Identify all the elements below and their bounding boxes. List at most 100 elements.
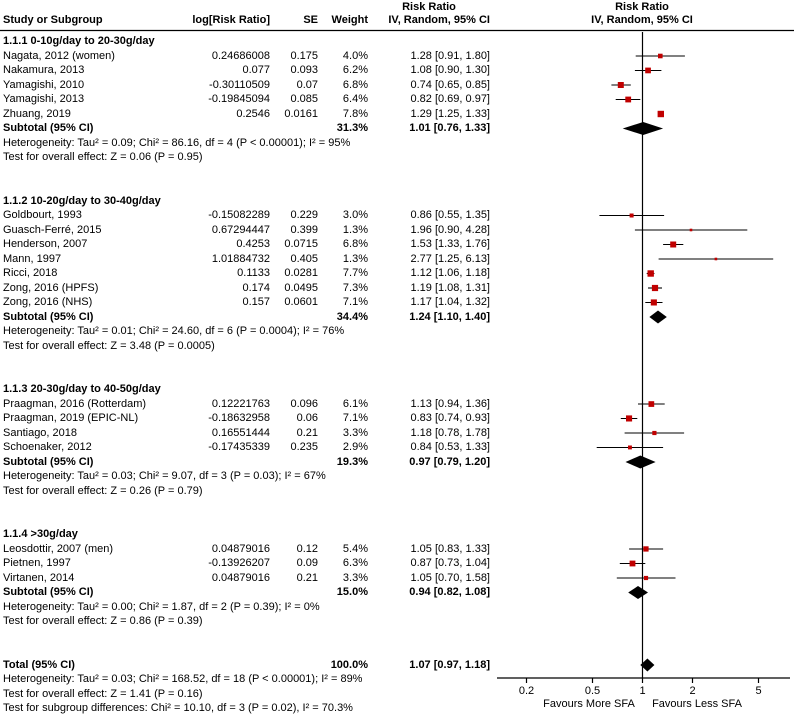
study-weight: 6.3% [342,557,368,569]
column-header-log-rr: log[Risk Ratio] [192,14,270,26]
study-log-rr: 0.077 [242,64,270,76]
total-overall-effect-note: Test for overall effect: Z = 1.41 (P = 0… [3,687,203,700]
subgroup-title: 1.1.2 10-20g/day to 30-40g/day [3,194,161,207]
study-se: 0.09 [296,557,318,569]
study-se: 0.0161 [284,107,318,120]
overall-effect-note: Test for overall effect: Z = 0.26 (P = 0… [3,484,203,497]
study-log-rr: 0.157 [242,296,270,308]
study-log-rr: 1.01884732 [211,252,270,265]
study-log-rr: -0.17435339 [208,441,270,453]
study-name: Pietnen, 1997 [3,557,71,569]
axis-tick-label: 2 [689,685,695,697]
study-ci: 1.29 [1.25, 1.33] [410,107,490,120]
overall-effect-note: Test for overall effect: Z = 0.06 (P = 0… [3,151,203,163]
study-log-rr: 0.04879016 [211,542,270,555]
effect-size-marker [643,546,649,552]
study-weight: 7.1% [342,412,368,424]
effect-size-marker [625,96,632,103]
study-se: 0.085 [290,93,318,105]
subtotal-label: Subtotal (95% CI) [3,122,94,134]
study-ci: 1.12 [1.06, 1.18] [410,267,490,279]
study-log-rr: 0.1133 [237,267,270,279]
plot-sub-header: IV, Random, 95% CI [591,14,693,26]
effect-size-marker [645,67,651,74]
study-se: 0.07 [296,78,318,91]
total-ci: 1.07 [0.97, 1.18] [409,658,490,671]
study-weight: 6.8% [342,238,368,250]
study-log-rr: -0.18632958 [208,412,270,424]
total-weight: 100.0% [330,658,368,671]
subtotal-ci: 1.01 [0.76, 1.33] [409,122,490,134]
study-name: Yamagishi, 2013 [3,93,85,105]
effect-size-marker [689,228,693,232]
axis-label-favours-left: Favours More SFA [543,698,635,710]
study-name: Yamagishi, 2010 [3,78,85,91]
subtotal-diamond [625,455,656,469]
study-ci: 0.86 [0.55, 1.35] [410,209,490,221]
study-se: 0.405 [290,252,318,265]
subtotal-ci: 1.24 [1.10, 1.40] [409,310,490,323]
heterogeneity-note: Heterogeneity: Tau² = 0.09; Chi² = 86.16… [3,136,351,149]
study-name: Praagman, 2016 (Rotterdam) [3,397,147,410]
study-weight: 6.2% [342,64,368,76]
study-log-rr: 0.04879016 [211,571,270,584]
study-ci: 0.82 [0.69, 0.97] [410,93,490,105]
subtotal-weight: 34.4% [336,310,368,323]
study-log-rr: -0.15082289 [208,209,270,221]
study-name: Praagman, 2019 (EPIC-NL) [3,412,139,424]
subtotal-label: Subtotal (95% CI) [3,310,94,323]
subtotal-label: Subtotal (95% CI) [3,455,94,468]
ci-column-top-header: Risk Ratio [402,1,456,13]
study-ci: 1.19 [1.08, 1.31] [410,281,490,294]
study-weight: 7.8% [342,107,368,120]
study-name: Nagata, 2012 (women) [3,49,115,62]
study-weight: 7.1% [342,296,368,308]
study-ci: 2.77 [1.25, 6.13] [410,252,490,265]
study-name: Mann, 1997 [3,252,62,265]
subgroup-title: 1.1.1 0-10g/day to 20-30g/day [3,35,155,47]
effect-size-marker [651,284,659,292]
effect-size-marker [629,213,634,218]
study-se: 0.06 [296,412,318,424]
study-name: Henderson, 2007 [3,238,88,250]
study-log-rr: 0.67294447 [211,223,270,236]
study-ci: 1.96 [0.90, 4.28] [410,223,490,236]
study-name: Virtanen, 2014 [3,571,75,584]
study-name: Guasch-Ferré, 2015 [3,223,102,236]
overall-effect-note: Test for overall effect: Z = 0.86 (P = 0… [3,615,203,627]
study-ci: 1.13 [0.94, 1.36] [410,397,490,410]
study-name: Schoenaker, 2012 [3,441,92,453]
study-name: Zhuang, 2019 [3,107,71,120]
column-header-se: SE [303,14,318,26]
study-se: 0.21 [296,571,318,584]
study-ci: 1.08 [0.90, 1.30] [410,64,490,76]
study-weight: 6.8% [342,78,368,91]
effect-size-marker [652,430,657,436]
study-weight: 3.0% [342,209,368,221]
study-weight: 1.3% [342,223,368,236]
axis-label-favours-right: Favours Less SFA [652,698,743,710]
study-name: Zong, 2016 (HPFS) [3,281,99,294]
study-se: 0.229 [290,209,318,221]
study-log-rr: -0.19845094 [208,93,270,105]
effect-size-marker [647,270,654,277]
total-heterogeneity-note: Heterogeneity: Tau² = 0.03; Chi² = 168.5… [3,673,363,685]
study-weight: 2.9% [342,441,368,453]
study-weight: 1.3% [342,252,368,265]
study-ci: 0.83 [0.74, 0.93] [410,412,490,424]
axis-tick-label: 0.2 [519,685,534,697]
study-weight: 5.4% [342,542,368,555]
effect-size-marker [626,415,633,422]
axis-tick-label: 1 [639,685,645,697]
subtotal-weight: 15.0% [336,586,368,598]
study-se: 0.0281 [284,267,318,279]
effect-size-marker [657,110,664,118]
study-name: Zong, 2016 (NHS) [3,296,93,308]
effect-size-marker [648,401,655,407]
study-log-rr: -0.30110509 [209,78,270,91]
study-weight: 3.3% [342,426,368,439]
subtotal-diamond [622,122,664,135]
study-ci: 0.74 [0.65, 0.85] [410,78,490,91]
heterogeneity-note: Heterogeneity: Tau² = 0.00; Chi² = 1.87,… [3,600,320,613]
study-log-rr: 0.24686008 [211,49,270,62]
